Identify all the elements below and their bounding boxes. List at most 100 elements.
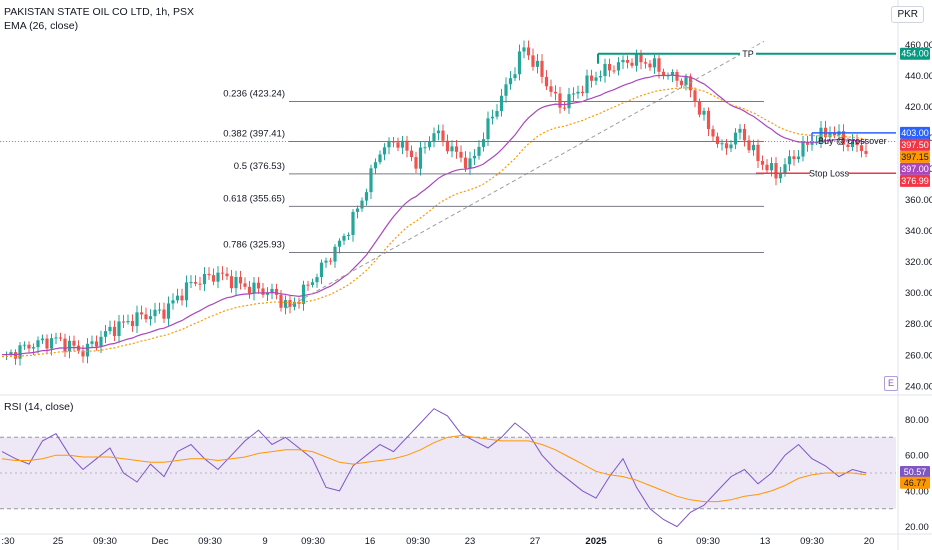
candle-body bbox=[189, 282, 193, 284]
candles-group bbox=[4, 40, 868, 366]
candle-body bbox=[477, 146, 481, 156]
candle-body bbox=[432, 133, 436, 142]
candle-body bbox=[715, 136, 720, 145]
candle-body bbox=[45, 338, 49, 349]
candle-body bbox=[103, 331, 108, 337]
candle-body bbox=[607, 63, 612, 71]
candle-body bbox=[94, 341, 99, 347]
candle-body bbox=[720, 143, 724, 145]
price-tick-label: 440.00 bbox=[905, 71, 932, 82]
rsi-badge-label: 50.57 bbox=[904, 467, 927, 477]
candle-body bbox=[513, 74, 517, 79]
candle-body bbox=[427, 141, 432, 148]
time-tick-label: 09:30 bbox=[198, 536, 222, 547]
candle-body bbox=[423, 147, 427, 149]
candle-body bbox=[783, 164, 787, 173]
candle-body bbox=[540, 60, 544, 77]
candle-body bbox=[153, 309, 157, 317]
price-badge bbox=[900, 162, 930, 175]
candle-body bbox=[274, 288, 279, 295]
candle-body bbox=[724, 143, 729, 149]
price-badge bbox=[900, 47, 930, 60]
candle-body bbox=[634, 53, 639, 66]
candle-body bbox=[445, 140, 450, 152]
candle-body bbox=[846, 144, 850, 147]
candle-body bbox=[229, 276, 234, 289]
candle-body bbox=[121, 321, 126, 323]
candle-body bbox=[405, 140, 409, 151]
candle-body bbox=[54, 337, 58, 339]
price-badge-label: 397.50 bbox=[901, 140, 929, 150]
candle-body bbox=[252, 282, 256, 294]
candle-body bbox=[562, 107, 567, 109]
ema-legend: EMA (26, close) bbox=[4, 20, 79, 32]
price-tick-label: 340.00 bbox=[905, 226, 932, 237]
candle-body bbox=[504, 84, 508, 96]
candle-body bbox=[207, 273, 211, 276]
candle-body bbox=[301, 284, 306, 304]
events-badge[interactable]: E bbox=[884, 376, 898, 391]
candle-body bbox=[360, 200, 364, 209]
candle-body bbox=[234, 276, 238, 289]
candle-body bbox=[747, 140, 751, 151]
candle-body bbox=[630, 62, 634, 66]
price-tick-label: 280.00 bbox=[905, 319, 932, 330]
fib-level-label: 0.618 (355.65) bbox=[223, 193, 285, 204]
candle-body bbox=[130, 321, 135, 327]
candle-body bbox=[832, 133, 837, 136]
candle-body bbox=[351, 211, 355, 235]
rsi-tick-label: 40.00 bbox=[905, 486, 929, 497]
candle-body bbox=[801, 142, 805, 157]
candle-body bbox=[157, 309, 162, 311]
time-tick-label: 2025 bbox=[585, 536, 607, 547]
candle-body bbox=[63, 338, 67, 352]
candle-body bbox=[369, 168, 373, 193]
candle-body bbox=[378, 154, 382, 163]
candle-body bbox=[346, 234, 351, 236]
candle-body bbox=[576, 91, 580, 94]
candle-body bbox=[283, 300, 288, 308]
candle-body bbox=[292, 301, 297, 307]
candle-body bbox=[225, 273, 229, 277]
time-tick-label: 09:30 bbox=[696, 536, 720, 547]
candle-body bbox=[382, 147, 387, 155]
fib-level-label: 0.236 (423.24) bbox=[223, 88, 285, 99]
candle-body bbox=[864, 151, 868, 154]
currency-badge[interactable]: PKR bbox=[891, 6, 924, 23]
candle-body bbox=[468, 158, 472, 169]
candle-body bbox=[139, 312, 144, 315]
candle-body bbox=[247, 286, 252, 294]
candle-body bbox=[463, 157, 468, 169]
candle-body bbox=[589, 75, 594, 81]
candle-body bbox=[553, 91, 558, 94]
candle-body bbox=[166, 303, 171, 319]
candle-body bbox=[319, 262, 324, 278]
candle-body bbox=[603, 63, 607, 77]
candle-body bbox=[774, 163, 778, 179]
time-tick-label: 27 bbox=[530, 536, 541, 547]
candle-body bbox=[765, 164, 769, 171]
rsi-tick-label: 60.00 bbox=[905, 451, 929, 462]
candle-body bbox=[706, 110, 711, 130]
candle-body bbox=[675, 72, 679, 81]
candle-body bbox=[18, 345, 22, 359]
candle-body bbox=[99, 336, 103, 347]
candle-body bbox=[409, 150, 414, 158]
candle-body bbox=[697, 101, 702, 115]
candle-body bbox=[265, 292, 270, 295]
candle-body bbox=[27, 344, 31, 349]
candle-body bbox=[756, 144, 760, 162]
candle-body bbox=[202, 273, 207, 285]
candle-body bbox=[418, 147, 423, 169]
candle-body bbox=[450, 146, 454, 152]
candle-body bbox=[396, 142, 400, 148]
tp-label: TP bbox=[742, 49, 754, 59]
rsi-badge bbox=[900, 476, 930, 489]
time-tick-label: :30 bbox=[1, 536, 14, 547]
candle-body bbox=[490, 116, 495, 119]
candle-body bbox=[72, 340, 76, 346]
candle-body bbox=[49, 338, 54, 349]
candle-body bbox=[751, 144, 756, 151]
candle-body bbox=[414, 157, 418, 169]
